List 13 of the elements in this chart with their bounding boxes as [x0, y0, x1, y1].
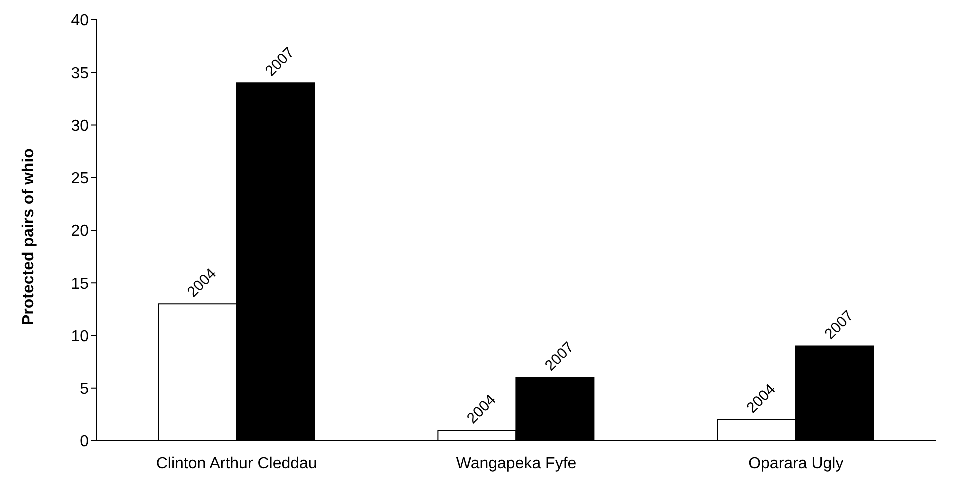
y-axis-title: Protected pairs of whio [20, 148, 38, 326]
y-tick-label: 10 [71, 328, 90, 346]
y-tick-label: 30 [71, 118, 90, 135]
x-tick-label: Wangapeka Fyfe [456, 455, 577, 472]
y-tick-label: 35 [71, 65, 90, 82]
y-tick-label: 20 [71, 223, 90, 240]
y-tick-label: 0 [80, 434, 90, 451]
y-tick-label: 15 [71, 276, 90, 293]
y-tick-label: 25 [71, 170, 90, 188]
y-tick-label: 5 [80, 381, 90, 398]
x-tick-label: Clinton Arthur Cleddau [156, 455, 318, 472]
y-tick-label: 40 [71, 12, 90, 30]
x-tick-label: Oparara Ugly [748, 455, 844, 472]
